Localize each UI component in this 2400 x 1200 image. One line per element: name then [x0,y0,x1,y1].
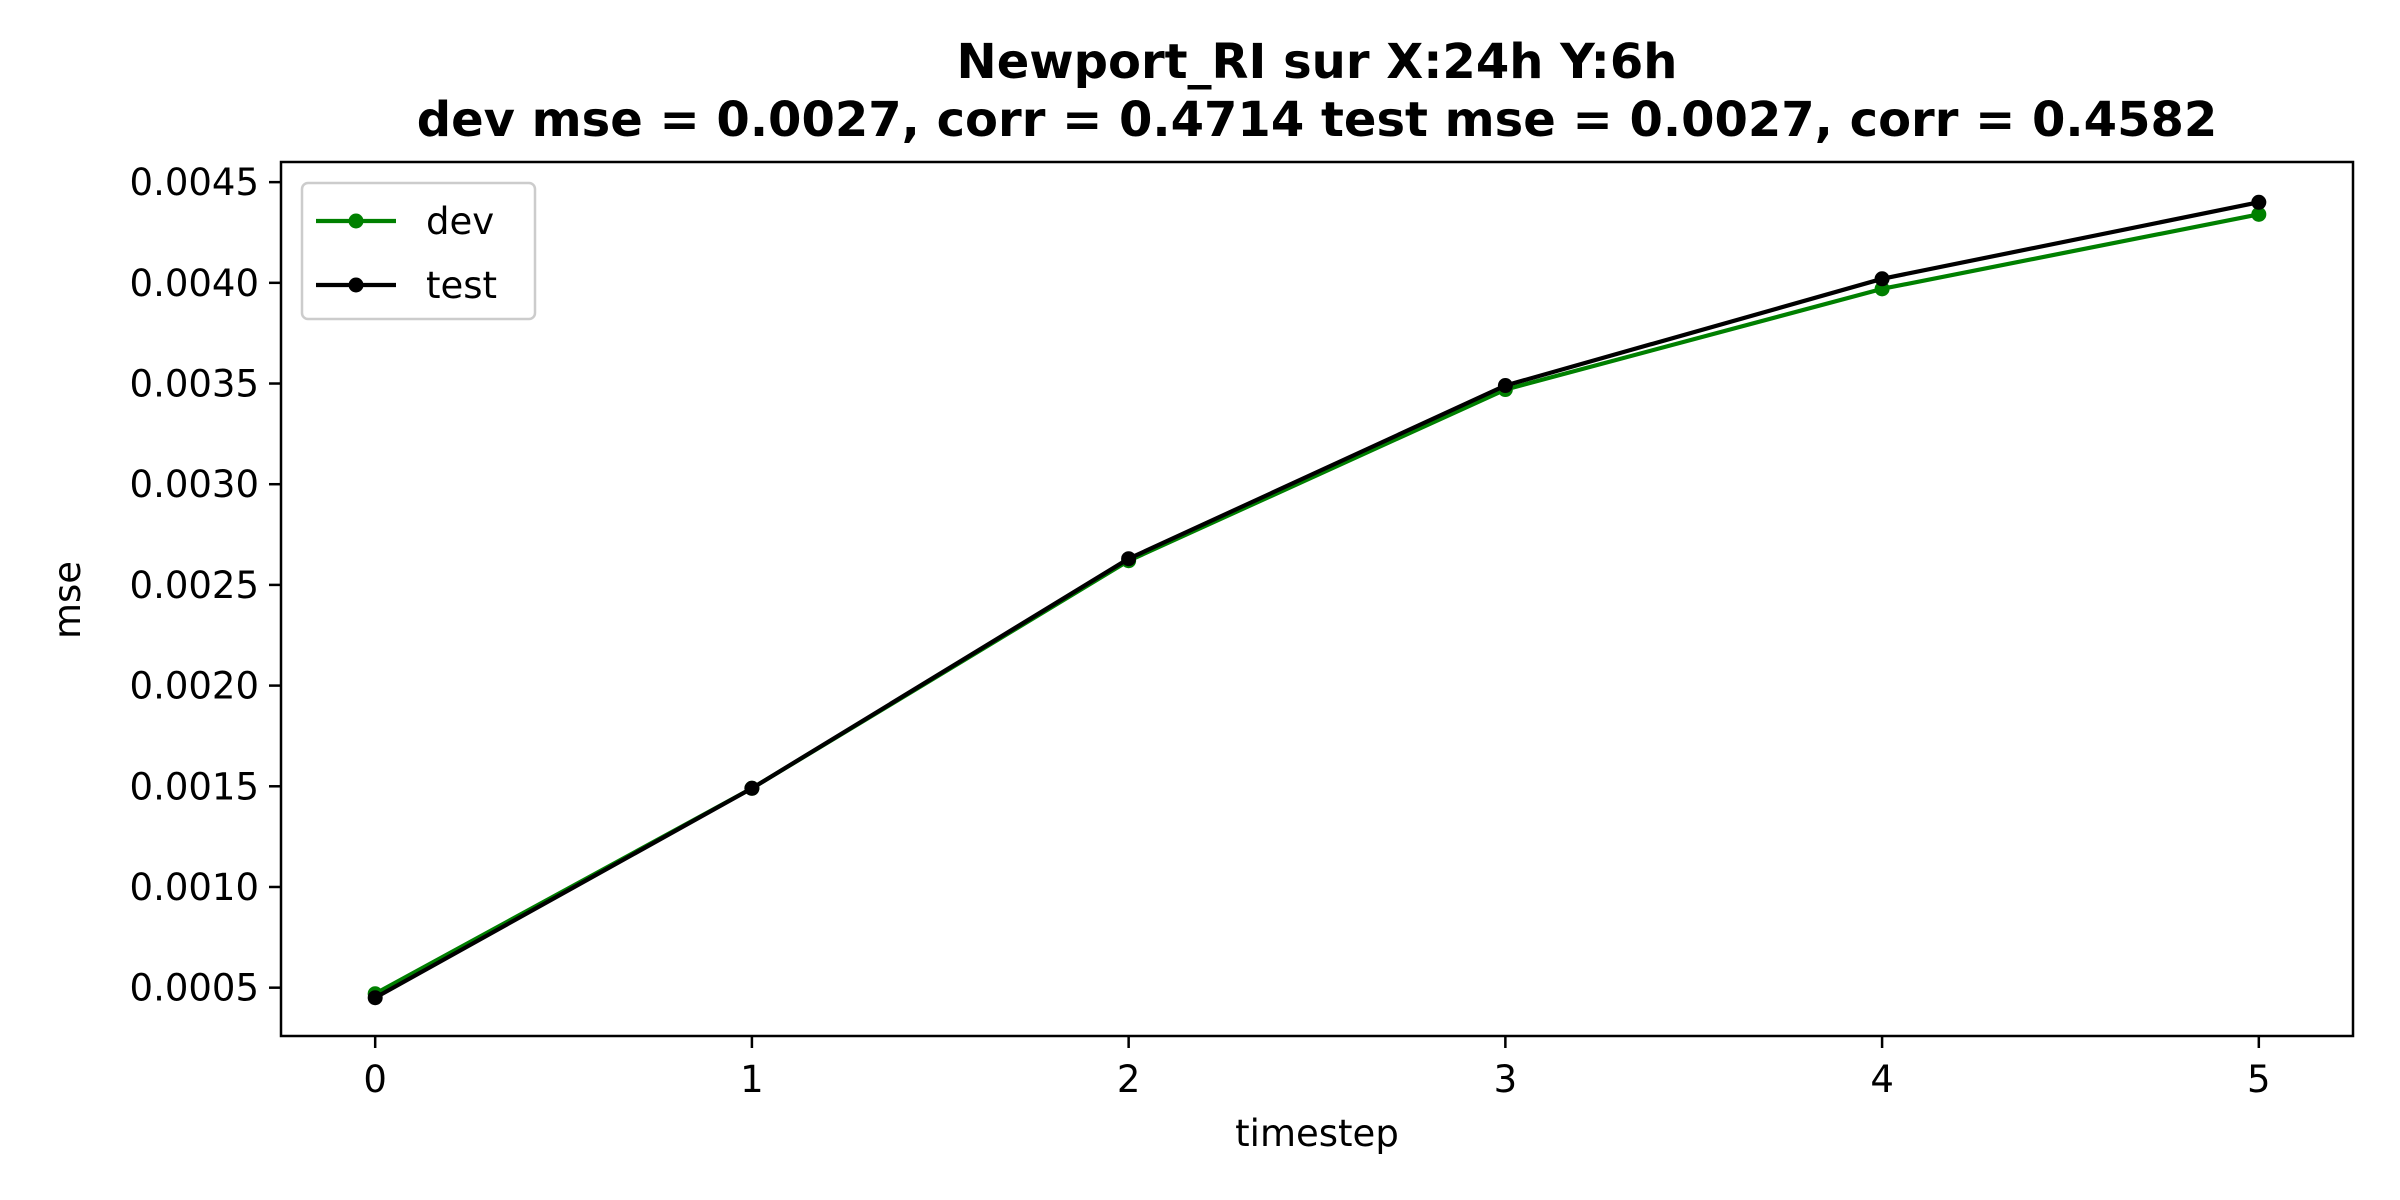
chart-title-line-1: Newport_RI sur X:24h Y:6h [957,34,1678,90]
x-tick-label-5: 5 [2247,1058,2271,1101]
x-axis-label: timestep [1235,1112,1399,1155]
chart-title-line-2: dev mse = 0.0027, corr = 0.4714 test mse… [417,92,2218,148]
x-tick-label-3: 3 [1494,1058,1518,1101]
data-point-test-4 [1874,271,1890,287]
series-line-test [372,199,2262,1001]
y-tick-label-3: 0.0020 [130,665,259,708]
series-line-dev [372,211,2262,997]
y-tick-label-6: 0.0035 [130,363,259,406]
legend-label-test: test [426,264,497,307]
y-tick-label-2: 0.0015 [130,765,259,808]
plot-area: 0 1 2 3 4 5 0.0005 0.0010 0.0015 0.0020 0.0025 0.00… [130,160,2355,1101]
y-tick-label-1: 0.0010 [130,866,259,909]
legend-box [300,181,537,321]
x-tick-label-4: 4 [1870,1058,1894,1101]
x-tick-label-0: 0 [363,1058,387,1101]
data-point-test-2 [1121,551,1137,567]
legend-label-dev: dev [426,200,494,243]
data-point-test-0 [367,990,383,1006]
y-tick-label-0: 0.0005 [130,967,259,1010]
data-point-test-3 [1497,378,1513,394]
data-point-dev-5 [2251,206,2267,222]
y-axis-label: mse [46,561,89,639]
data-point-test-1 [744,780,760,796]
legend-marker-test [348,277,364,293]
data-point-test-5 [2251,194,2267,210]
y-tick-label-5: 0.0030 [130,463,259,506]
y-tick-label-8: 0.0045 [130,161,259,204]
y-tick-label-7: 0.0040 [130,262,259,305]
plot-frame [279,160,2355,1038]
legend-marker-dev [348,213,364,229]
y-tick-label-4: 0.0025 [130,564,259,607]
x-tick-label-2: 2 [1117,1058,1141,1101]
x-tick-label-1: 1 [740,1058,764,1101]
